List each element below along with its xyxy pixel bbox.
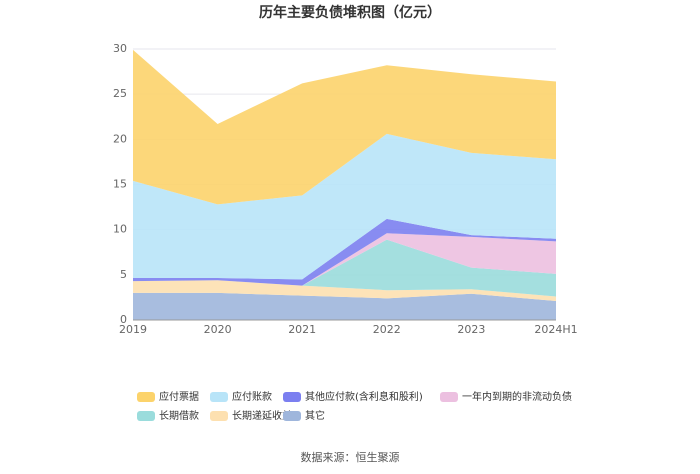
y-tick-label: 10 — [113, 223, 127, 236]
legend-swatch — [137, 392, 155, 402]
legend-swatch — [283, 411, 301, 421]
area — [133, 239, 556, 297]
legend-label: 应付票据 — [159, 390, 199, 403]
y-tick-label: 5 — [120, 268, 127, 281]
x-tick-label: 2022 — [373, 323, 401, 336]
area — [133, 280, 556, 302]
legend-label: 其他应付款(含利息和股利) — [305, 390, 423, 403]
y-tick-label: 30 — [113, 42, 127, 55]
x-tick-label: 2021 — [288, 323, 316, 336]
y-tick-label: 0 — [120, 313, 127, 326]
area — [133, 49, 556, 205]
y-tick-label: 20 — [113, 132, 127, 145]
chart-title: 历年主要负债堆积图（亿元） — [259, 4, 441, 21]
x-tick-label: 2020 — [204, 323, 232, 336]
legend-label: 长期借款 — [159, 409, 199, 422]
area — [133, 233, 556, 286]
plot-area: 0 5 10 15 20 25 30 2019 2020 2021 2022 2023 2024H1 — [113, 42, 578, 336]
x-tick-label: 2024H1 — [534, 323, 577, 336]
x-tick-label: 2019 — [119, 323, 147, 336]
legend-label: 一年内到期的非流动负债 — [462, 390, 572, 403]
y-tick-label: 15 — [113, 178, 127, 191]
legend-swatch — [210, 411, 228, 421]
legend-label: 应付账款 — [232, 390, 272, 403]
legend-label: 其它 — [305, 409, 325, 422]
legend-label: 长期递延收益 — [232, 409, 292, 422]
area — [133, 133, 556, 280]
legend-swatch — [210, 392, 228, 402]
area — [133, 218, 556, 286]
legend-swatch — [283, 392, 301, 402]
y-tick-label: 25 — [113, 87, 127, 100]
legend-swatch — [137, 411, 155, 421]
legend-swatch — [440, 392, 458, 402]
x-tick-label: 2023 — [457, 323, 485, 336]
source: 数据来源：恒生聚源 — [301, 450, 400, 464]
area — [133, 292, 556, 320]
